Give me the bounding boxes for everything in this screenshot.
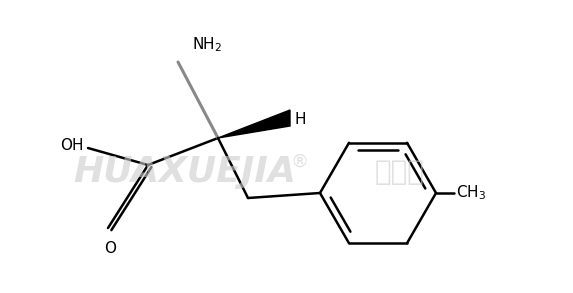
Text: OH: OH xyxy=(61,139,84,154)
Text: CH$_3$: CH$_3$ xyxy=(456,184,486,202)
Text: 化学加: 化学加 xyxy=(375,158,425,186)
Text: H: H xyxy=(295,112,307,127)
Text: O: O xyxy=(104,241,116,256)
Text: NH$_2$: NH$_2$ xyxy=(192,35,222,54)
Polygon shape xyxy=(218,110,290,138)
Text: HUAXUEJIA: HUAXUEJIA xyxy=(73,155,296,189)
Text: ®: ® xyxy=(291,153,309,171)
